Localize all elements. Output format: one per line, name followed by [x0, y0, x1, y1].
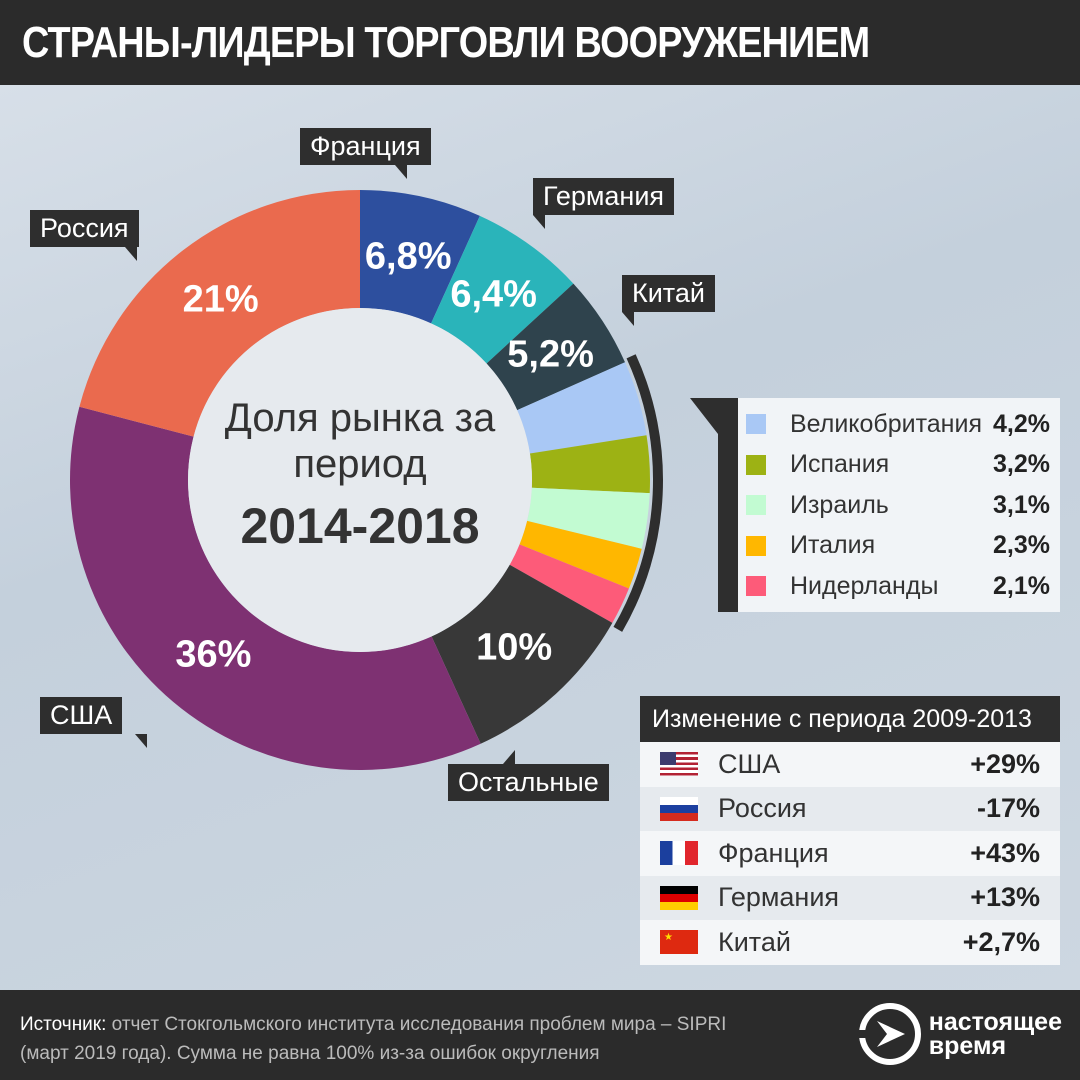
change-value: +2,7%	[962, 926, 1040, 957]
page-title: СТРАНЫ-ЛИДЕРЫ ТОРГОВЛИ ВООРУЖЕНИЕМ	[0, 0, 1080, 85]
change-country: США	[718, 748, 781, 779]
percent-label: 6,4%	[450, 273, 537, 316]
percent-label: 6,8%	[364, 235, 452, 278]
legend-swatch	[746, 454, 766, 475]
flag-cn-icon: ★	[660, 930, 698, 955]
change-value: +43%	[970, 837, 1040, 868]
change-row: Франция +43%	[640, 831, 1060, 876]
change-country: Китай	[718, 926, 791, 957]
legend-value: 3,1%	[993, 490, 1050, 519]
slice-9	[70, 406, 481, 770]
legend-name: Израиль	[790, 490, 889, 519]
legend-name: Италия	[790, 531, 876, 560]
legend-value: 2,3%	[993, 531, 1050, 560]
legend-name: Великобритания	[790, 409, 982, 438]
flag-de-icon	[660, 885, 698, 910]
change-country: Франция	[718, 837, 829, 868]
legend-swatch	[746, 576, 766, 597]
percent-label: 10%	[476, 626, 553, 669]
slice-2	[486, 283, 626, 411]
callout-label: Германия	[533, 178, 675, 229]
change-table-header: Изменение с периода 2009-2013	[640, 696, 1060, 742]
callout-pointer	[622, 312, 634, 326]
flag-fr-icon	[660, 841, 698, 866]
callout-text: Германия	[543, 181, 665, 211]
legend-item: Великобритания 4,2%	[738, 404, 1060, 445]
legend-name: Испания	[790, 450, 890, 479]
change-country: Германия	[718, 882, 840, 913]
callout-text: Остальные	[458, 767, 599, 797]
legend-value: 3,2%	[993, 450, 1050, 479]
change-value: -17%	[976, 793, 1040, 824]
slice-7	[509, 544, 629, 623]
change-row: ★ Китай +2,7%	[640, 920, 1060, 965]
legend-value: 4,2%	[993, 409, 1050, 438]
flag-ru-icon	[660, 796, 698, 821]
donut-hole	[188, 308, 532, 652]
slice-3	[517, 362, 647, 454]
callout-pointer	[135, 734, 147, 748]
legend-swatch	[746, 535, 766, 556]
logo-line2: время	[928, 1032, 1007, 1060]
legend-swatch	[746, 414, 766, 435]
legend-item: Испания 3,2%	[738, 445, 1060, 486]
legend-swatch	[746, 495, 766, 516]
legend-connector	[690, 398, 738, 612]
change-value: +13%	[970, 882, 1040, 913]
slice-0	[360, 190, 480, 324]
slice-1	[431, 215, 574, 364]
callout-pointer	[125, 247, 137, 261]
callout-label: Франция	[300, 128, 431, 179]
slice-6	[519, 520, 642, 589]
callout-text: США	[50, 700, 113, 730]
callout-pointer	[533, 215, 545, 229]
donut-center-label: Доля рынка за период 2014-2018	[190, 395, 530, 555]
legend: Великобритания 4,2% Испания 3,2% Израиль 3,1%…	[738, 398, 1060, 612]
change-row: Россия -17%	[640, 786, 1060, 831]
callout-text: Россия	[40, 213, 129, 243]
callout-text: Китай	[632, 278, 705, 308]
center-period: 2014-2018	[240, 498, 480, 554]
percent-label: 36%	[175, 633, 252, 676]
logo-line1: настоящее	[928, 1008, 1062, 1036]
center-line2: период	[293, 442, 427, 486]
callout-label: Россия	[30, 210, 139, 261]
change-row: США +29%	[640, 742, 1060, 787]
legend-bracket	[613, 354, 663, 632]
legend-value: 2,1%	[993, 571, 1050, 600]
slice-5	[527, 487, 650, 549]
change-country: Россия	[718, 793, 807, 824]
flag-us-icon	[660, 752, 698, 777]
slice-10	[79, 190, 360, 437]
callout-label: Китай	[622, 275, 715, 326]
change-row: Германия +13%	[640, 875, 1060, 920]
legend-item: Израиль 3,1%	[738, 485, 1060, 526]
source-label: Источник:	[20, 1014, 107, 1035]
callout-text: Франция	[310, 131, 421, 161]
callout-label: США	[40, 697, 147, 748]
title-text: СТРАНЫ-ЛИДЕРЫ ТОРГОВЛИ ВООРУЖЕНИЕМ	[22, 18, 870, 67]
callout-label: Остальные	[448, 750, 609, 801]
change-table: Изменение с периода 2009-2013 США +29% Рос…	[640, 696, 1060, 965]
percent-label: 5,2%	[507, 333, 594, 376]
logo: настоящее время	[858, 1003, 1062, 1065]
legend-item: Италия 2,3%	[738, 526, 1060, 567]
center-line1: Доля рынка за	[224, 396, 496, 440]
source-text: отчет Стокгольмского института исследова…	[106, 1014, 727, 1035]
logo-icon	[858, 1003, 921, 1065]
slice-4	[529, 435, 650, 494]
slice-8	[431, 564, 613, 744]
percent-label: 21%	[182, 278, 259, 321]
change-value: +29%	[970, 748, 1040, 779]
legend-name: Нидерланды	[790, 571, 939, 600]
footer-note: (март 2019 года). Сумма не равна 100% из…	[20, 1043, 600, 1064]
callout-pointer	[503, 750, 515, 764]
callout-pointer	[395, 165, 407, 179]
legend-item: Нидерланды 2,1%	[738, 566, 1060, 607]
